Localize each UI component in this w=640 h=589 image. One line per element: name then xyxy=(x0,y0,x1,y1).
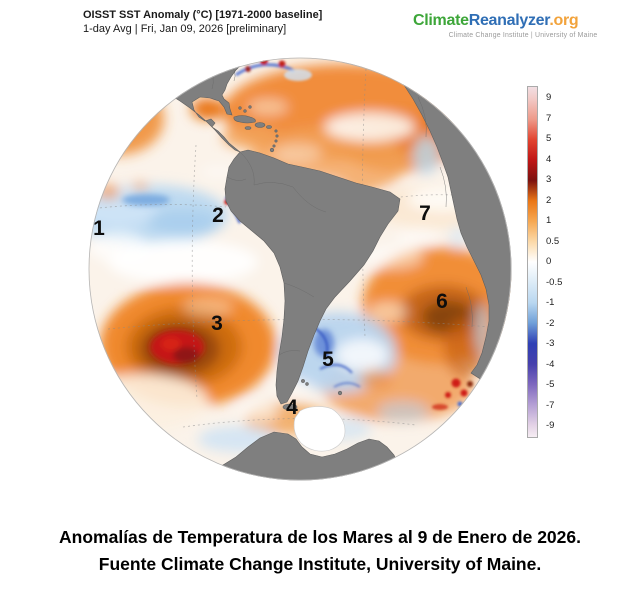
colorbar-tick-3: 3 xyxy=(546,174,552,185)
globe-svg: 1 2 3 4 5 6 7 xyxy=(88,57,512,481)
region-number-labels: 1 2 3 4 5 6 7 xyxy=(93,202,448,419)
region-label-1: 1 xyxy=(93,217,105,240)
ocean-detail-features xyxy=(122,194,334,364)
region-label-3: 3 xyxy=(211,312,223,335)
colorbar-tick--0.5: -0.5 xyxy=(546,276,563,288)
colorbar-tick-0: 0 xyxy=(546,256,552,267)
colorbar-tick--5: -5 xyxy=(546,379,555,390)
anomaly-colorbar: 9 7 5 4 3 2 1 0.5 0 -0.5 -1 -2 -3 -4 -5 -7 -9 xyxy=(527,86,587,438)
region-label-4: 4 xyxy=(286,396,298,419)
colorbar-tick--4: -4 xyxy=(546,358,555,370)
colorbar-tick-2: 2 xyxy=(546,194,552,206)
colorbar-tick--7: -7 xyxy=(546,399,555,411)
logo-wordmark[interactable]: ClimateReanalyzer.org xyxy=(413,12,633,30)
colorbar-tick-0.5: 0.5 xyxy=(546,235,560,247)
region-label-6: 6 xyxy=(436,290,448,313)
globe-clipped-art xyxy=(88,57,512,481)
region-label-7: 7 xyxy=(419,202,431,225)
colorbar-tick-1: 1 xyxy=(546,215,552,226)
sea-ice-patch xyxy=(293,406,346,452)
colorbar-tick--2: -2 xyxy=(546,317,555,329)
map-title: OISST SST Anomaly (°C) [1971-2000 baseli… xyxy=(83,9,323,21)
globe-rim xyxy=(88,57,512,481)
colorbar-tick--1: -1 xyxy=(546,297,555,308)
region-label-2: 2 xyxy=(212,204,224,227)
logo-subtitle: Climate Change Institute | University of… xyxy=(448,32,598,39)
caption-line2: Fuente Climate Change Institute, Univers… xyxy=(98,554,542,574)
colorbar-tick--9: -9 xyxy=(546,420,555,431)
colorbar-tick-5: 5 xyxy=(546,133,552,144)
colorbar-gradient xyxy=(527,86,538,438)
logo-reanalyzer: Reanalyzer xyxy=(468,12,550,29)
climate-reanalyzer-logo[interactable]: ClimateReanalyzer.org Climate Change Ins… xyxy=(413,12,633,39)
map-header: OISST SST Anomaly (°C) [1971-2000 baseli… xyxy=(83,9,322,35)
logo-org: .org xyxy=(549,12,579,29)
logo-climate: Climate xyxy=(413,12,469,29)
region-label-5: 5 xyxy=(322,348,334,371)
figure-caption: Anomalías de Temperatura de los Mares al… xyxy=(0,524,640,578)
colorbar-tick-7: 7 xyxy=(546,112,552,124)
map-subtitle: 1-day Avg | Fri, Jan 09, 2026 [prelimina… xyxy=(83,23,287,35)
colorbar-tick--3: -3 xyxy=(546,338,555,349)
colorbar-tick-4: 4 xyxy=(546,153,552,165)
caption-line1: Anomalías de Temperatura de los Mares al… xyxy=(59,527,581,547)
colorbar-tick-9: 9 xyxy=(546,92,552,103)
land-south-america xyxy=(224,149,401,405)
sst-anomaly-globe: 1 2 3 4 5 6 7 xyxy=(88,57,512,481)
